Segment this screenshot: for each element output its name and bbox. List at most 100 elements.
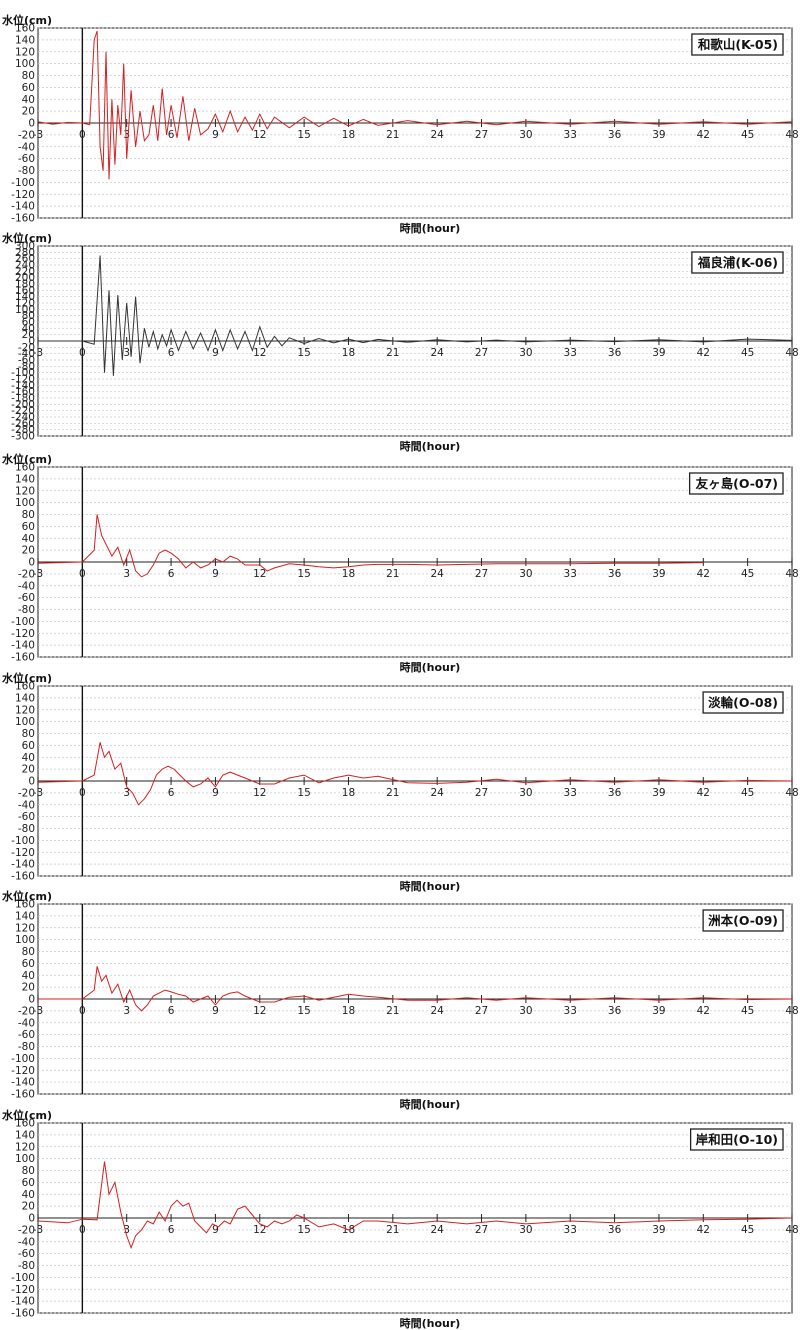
y-tick-label: 60 — [22, 740, 35, 752]
y-tick-label: 140 — [15, 34, 35, 46]
x-tick-label: 6 — [168, 129, 175, 141]
x-tick-label: 24 — [430, 129, 444, 141]
x-tick-label: 48 — [785, 568, 798, 580]
x-tick-label: 39 — [652, 1005, 665, 1017]
y-tick-label: -160 — [11, 213, 35, 225]
x-tick-label: 30 — [519, 129, 532, 141]
y-tick-label: 160 — [15, 681, 35, 693]
y-tick-label: 60 — [22, 521, 35, 533]
x-tick-label: 12 — [253, 129, 266, 141]
y-tick-label: -60 — [18, 592, 35, 604]
x-tick-label: 42 — [697, 1224, 710, 1236]
y-tick-label: 20 — [22, 106, 35, 118]
y-tick-label: 0 — [28, 118, 35, 130]
x-tick-label: 0 — [79, 1005, 86, 1017]
y-axis-title: 水位(cm) — [2, 13, 52, 27]
y-tick-label: -120 — [11, 847, 35, 859]
x-tick-label: 27 — [475, 129, 488, 141]
station-label-box — [702, 691, 784, 714]
chart-panel: 3002802602402202001801601401201008060402… — [2, 231, 799, 453]
station-label: 福良浦(K-06) — [697, 255, 778, 270]
y-axis-title: 水位(cm) — [2, 1108, 52, 1122]
y-tick-label: -20 — [18, 1005, 35, 1017]
y-tick-label: 20 — [22, 1201, 35, 1213]
x-tick-label: 3 — [123, 787, 130, 799]
y-tick-label: -20 — [18, 568, 35, 580]
x-tick-label: 24 — [430, 1224, 444, 1236]
x-tick-label: 39 — [652, 347, 665, 359]
x-tick-label: 9 — [212, 787, 219, 799]
y-tick-label: 140 — [15, 291, 35, 303]
y-tick-label: -260 — [11, 418, 35, 430]
y-tick-label: 40 — [22, 1189, 35, 1201]
y-tick-label: 40 — [22, 323, 35, 335]
x-tick-label: 3 — [123, 129, 130, 141]
x-tick-label: 9 — [212, 347, 219, 359]
y-tick-label: 80 — [22, 946, 35, 958]
y-tick-label: -140 — [11, 859, 35, 871]
x-tick-label: 9 — [212, 1005, 219, 1017]
y-tick-label: 40 — [22, 94, 35, 106]
y-tick-label: 140 — [15, 692, 35, 704]
y-tick-label: 60 — [22, 82, 35, 94]
y-tick-label: 100 — [15, 934, 35, 946]
y-tick-label: 160 — [15, 462, 35, 474]
y-tick-label: -40 — [18, 580, 35, 592]
y-tick-label: 80 — [22, 509, 35, 521]
chart-panel: 160140120100806040200-20-40-60-80-100-12… — [2, 452, 799, 674]
x-tick-label: 0 — [79, 787, 86, 799]
x-tick-label: 24 — [430, 347, 444, 359]
y-tick-label: 80 — [22, 70, 35, 82]
y-tick-label: 60 — [22, 317, 35, 329]
y-axis-title: 水位(cm) — [2, 889, 52, 903]
x-tick-label: 15 — [297, 787, 310, 799]
y-tick-label: 100 — [15, 58, 35, 70]
y-tick-label: -160 — [11, 1308, 35, 1320]
y-tick-label: -100 — [11, 177, 35, 189]
x-tick-label: 27 — [475, 1224, 488, 1236]
x-tick-label: 48 — [785, 129, 798, 141]
x-tick-label: 30 — [519, 787, 532, 799]
x-tick-label: 15 — [297, 1005, 310, 1017]
x-tick-label: 45 — [741, 1224, 754, 1236]
y-tick-label: -160 — [11, 871, 35, 883]
y-tick-label: 60 — [22, 958, 35, 970]
x-axis-title: 時間(hour) — [400, 1316, 461, 1330]
station-label-box — [702, 909, 784, 932]
y-tick-label: -240 — [11, 412, 35, 424]
x-tick-label: 30 — [519, 1005, 532, 1017]
x-tick-label: 6 — [168, 787, 175, 799]
x-tick-label: 3 — [123, 568, 130, 580]
x-tick-label: 33 — [564, 129, 577, 141]
x-tick-label: 30 — [519, 568, 532, 580]
y-tick-label: 100 — [15, 497, 35, 509]
x-tick-label: -3 — [33, 347, 43, 359]
y-tick-label: 240 — [15, 260, 35, 272]
x-tick-label: 6 — [168, 1224, 175, 1236]
y-tick-label: -40 — [18, 348, 35, 360]
x-tick-label: 24 — [430, 787, 444, 799]
x-tick-label: 21 — [386, 347, 399, 359]
x-tick-label: 36 — [608, 1224, 622, 1236]
x-tick-label: 12 — [253, 347, 266, 359]
y-tick-label: 220 — [15, 266, 35, 278]
x-axis-title: 時間(hour) — [400, 221, 461, 235]
y-tick-label: 60 — [22, 1177, 35, 1189]
y-tick-label: 80 — [22, 728, 35, 740]
y-tick-label: 0 — [28, 557, 35, 569]
x-tick-label: 21 — [386, 129, 399, 141]
series-line — [37, 30, 793, 180]
x-tick-label: 18 — [342, 347, 355, 359]
y-tick-label: -140 — [11, 380, 35, 392]
y-tick-label: -80 — [18, 1041, 35, 1053]
x-tick-label: 0 — [79, 347, 86, 359]
y-tick-label: -140 — [11, 1077, 35, 1089]
x-axis-title: 時間(hour) — [400, 879, 461, 893]
x-tick-label: 36 — [608, 568, 622, 580]
x-tick-label: 18 — [342, 787, 355, 799]
y-axis-title: 水位(cm) — [2, 671, 52, 685]
y-tick-label: 20 — [22, 982, 35, 994]
station-label: 友ヶ島(O-07) — [695, 476, 778, 491]
x-tick-label: 45 — [741, 1005, 754, 1017]
x-tick-label: 15 — [297, 1224, 310, 1236]
